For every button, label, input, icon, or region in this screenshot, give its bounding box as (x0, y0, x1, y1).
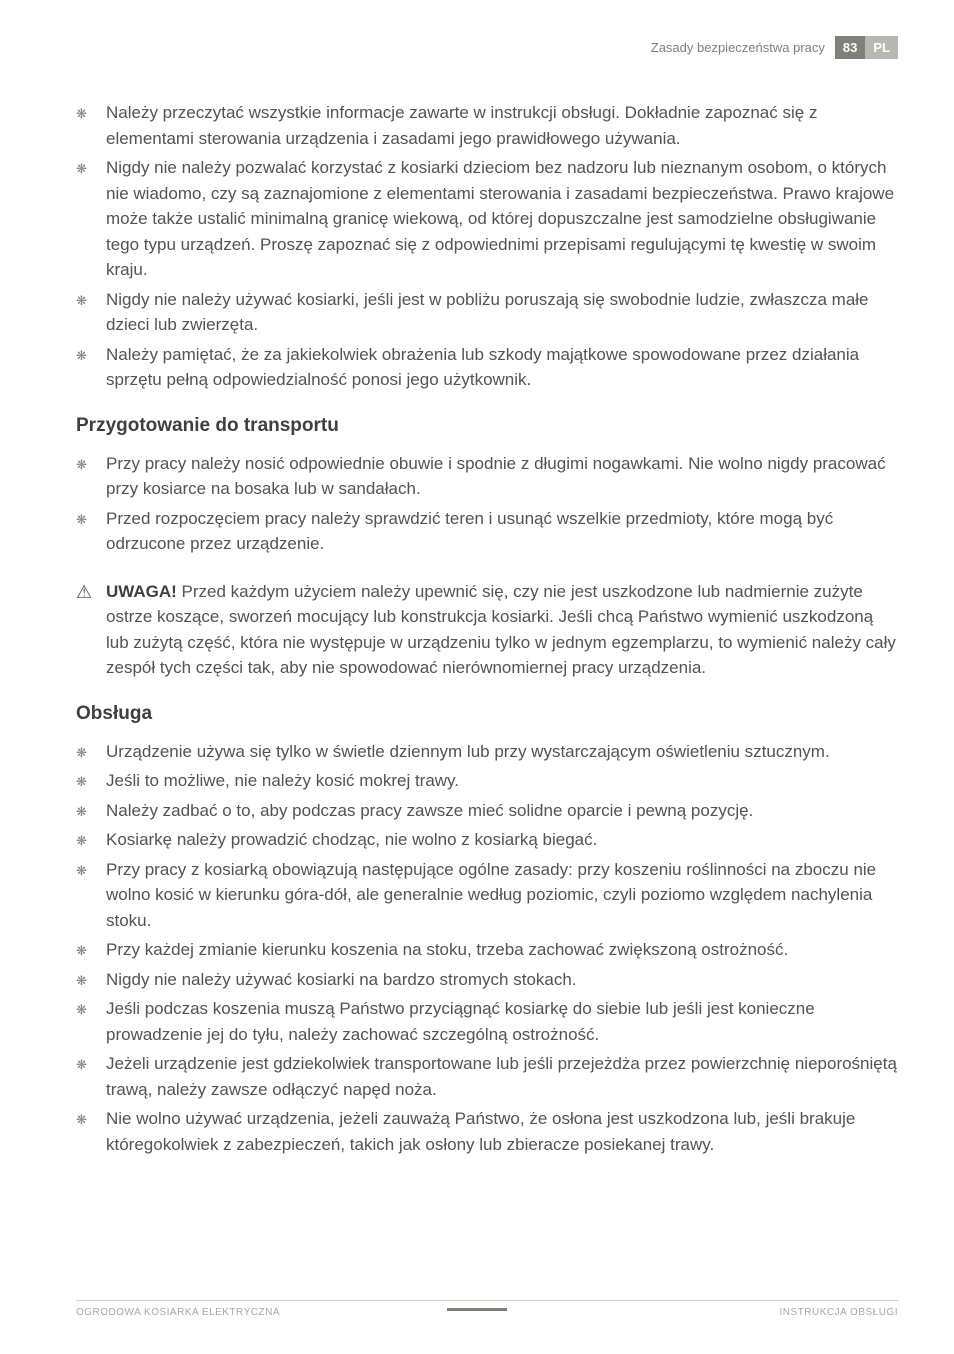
list-item: ❋ Kosiarkę należy prowadzić chodząc, nie … (76, 827, 898, 853)
list-item: ❋ Przy pracy z kosiarką obowiązują następ… (76, 857, 898, 934)
language-code: PL (865, 36, 898, 59)
list-item-text: Kosiarkę należy prowadzić chodząc, nie w… (106, 830, 597, 849)
list-item-text: Przy pracy należy nosić odpowiednie obuw… (106, 454, 886, 499)
list-item-text: Jeśli podczas koszenia muszą Państwo prz… (106, 999, 815, 1044)
list-item-text: Jeżeli urządzenie jest gdziekolwiek tran… (106, 1054, 897, 1099)
list-item-text: Należy zadbać o to, aby podczas pracy za… (106, 801, 753, 820)
section-title: Zasady bezpieczeństwa pracy (651, 40, 825, 55)
page-header: Zasady bezpieczeństwa pracy 83 PL (651, 36, 898, 59)
bullet-icon: ❋ (76, 1055, 87, 1075)
list-item-text: Przy pracy z kosiarką obowiązują następu… (106, 860, 876, 930)
bullet-icon: ❋ (76, 941, 87, 961)
heading-operation: Obsługa (76, 703, 898, 725)
bullet-icon: ❋ (76, 772, 87, 792)
intro-list: ❋ Należy przeczytać wszystkie informacje … (76, 100, 898, 393)
footer-accent (447, 1308, 507, 1311)
bullet-icon: ❋ (76, 743, 87, 763)
transport-list: ❋ Przy pracy należy nosić odpowiednie obu… (76, 451, 898, 557)
list-item-text: Nigdy nie należy używać kosiarki na bard… (106, 970, 577, 989)
footer-right: INSTRUKCJA OBSŁUGI (780, 1307, 898, 1318)
warning-block: ⚠ UWAGA! Przed każdym użyciem należy upe… (76, 579, 898, 681)
list-item-text: Nie wolno używać urządzenia, jeżeli zauw… (106, 1109, 855, 1154)
bullet-icon: ❋ (76, 1110, 87, 1130)
bullet-icon: ❋ (76, 510, 87, 530)
list-item-text: Nigdy nie należy pozwalać korzystać z ko… (106, 158, 894, 279)
list-item: ❋ Nigdy nie należy pozwalać korzystać z k… (76, 155, 898, 283)
warning-icon: ⚠ (76, 579, 92, 606)
list-item: ❋ Należy pamiętać, że za jakiekolwiek obr… (76, 342, 898, 393)
warning-label: UWAGA! (106, 582, 177, 601)
list-item-text: Nigdy nie należy używać kosiarki, jeśli … (106, 290, 869, 335)
main-content: ❋ Należy przeczytać wszystkie informacje … (76, 100, 898, 1179)
bullet-icon: ❋ (76, 1000, 87, 1020)
list-item: ❋ Nigdy nie należy używać kosiarki, jeśli… (76, 287, 898, 338)
list-item: ❋ Jeśli to możliwe, nie należy kosić mokr… (76, 768, 898, 794)
list-item-text: Urządzenie używa się tylko w świetle dzi… (106, 742, 830, 761)
bullet-icon: ❋ (76, 861, 87, 881)
bullet-icon: ❋ (76, 159, 87, 179)
list-item-text: Przed rozpoczęciem pracy należy sprawdzi… (106, 509, 833, 554)
bullet-icon: ❋ (76, 831, 87, 851)
bullet-icon: ❋ (76, 104, 87, 124)
list-item: ❋ Jeżeli urządzenie jest gdziekolwiek tra… (76, 1051, 898, 1102)
list-item: ❋ Przy każdej zmianie kierunku koszenia n… (76, 937, 898, 963)
list-item-text: Należy przeczytać wszystkie informacje z… (106, 103, 817, 148)
bullet-icon: ❋ (76, 802, 87, 822)
list-item: ❋ Należy przeczytać wszystkie informacje … (76, 100, 898, 151)
list-item-text: Jeśli to możliwe, nie należy kosić mokre… (106, 771, 459, 790)
bullet-icon: ❋ (76, 455, 87, 475)
list-item-text: Przy każdej zmianie kierunku koszenia na… (106, 940, 788, 959)
operation-list: ❋ Urządzenie używa się tylko w świetle dz… (76, 739, 898, 1158)
bullet-icon: ❋ (76, 971, 87, 991)
list-item: ❋ Przed rozpoczęciem pracy należy sprawdz… (76, 506, 898, 557)
list-item: ❋ Przy pracy należy nosić odpowiednie obu… (76, 451, 898, 502)
heading-transport: Przygotowanie do transportu (76, 415, 898, 437)
list-item-text: Należy pamiętać, że za jakiekolwiek obra… (106, 345, 859, 390)
bullet-icon: ❋ (76, 346, 87, 366)
list-item: ❋ Należy zadbać o to, aby podczas pracy z… (76, 798, 898, 824)
list-item: ❋ Jeśli podczas koszenia muszą Państwo pr… (76, 996, 898, 1047)
list-item: ❋ Urządzenie używa się tylko w świetle dz… (76, 739, 898, 765)
list-item: ❋ Nie wolno używać urządzenia, jeżeli zau… (76, 1106, 898, 1157)
page-number: 83 (835, 36, 865, 59)
list-item: ❋ Nigdy nie należy używać kosiarki na bar… (76, 967, 898, 993)
warning-text: Przed każdym użyciem należy upewnić się,… (106, 582, 896, 678)
footer-left: OGRODOWA KOSIARKA ELEKTRYCZNA (76, 1307, 280, 1318)
bullet-icon: ❋ (76, 291, 87, 311)
